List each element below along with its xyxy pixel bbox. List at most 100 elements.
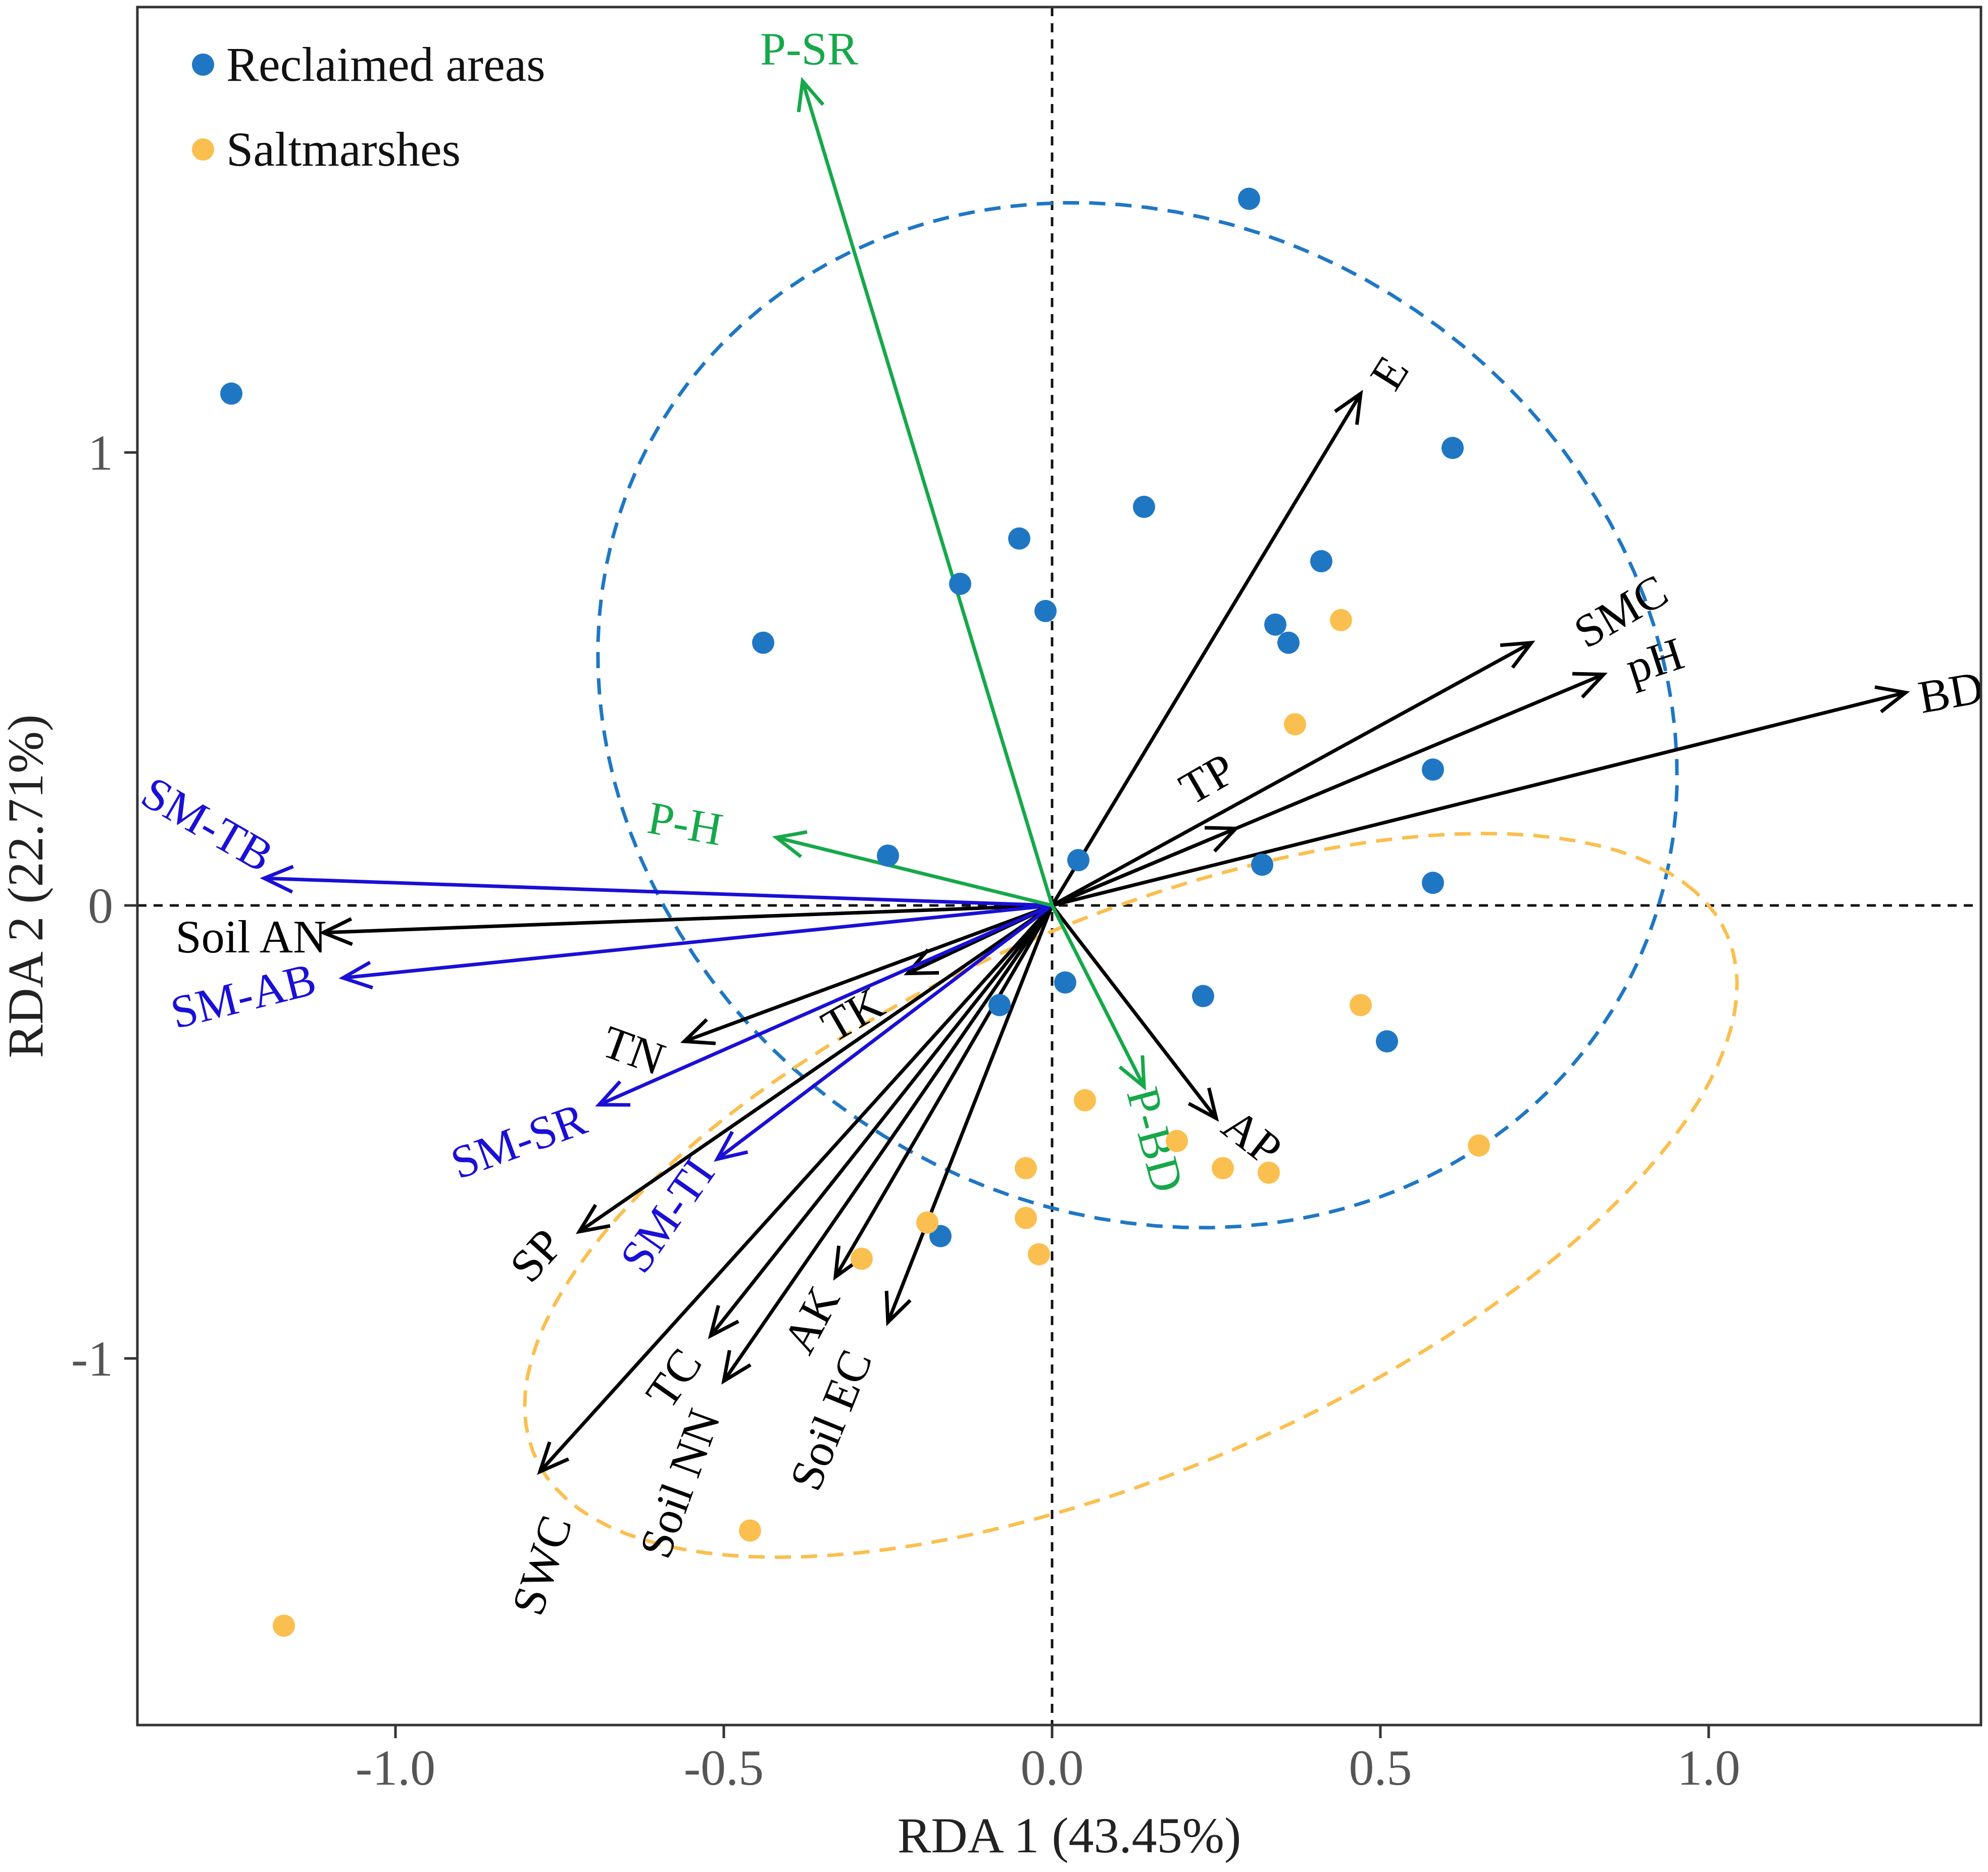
- sample-point: [1074, 1089, 1096, 1111]
- arrow-label-soil-nn: Soil NN: [629, 1402, 730, 1564]
- x-tick-label: 1.0: [1677, 1740, 1741, 1796]
- arrow-head: [1572, 672, 1608, 699]
- arrow-shaft: [683, 903, 1053, 1043]
- arrow-shaft: [886, 904, 1054, 1323]
- arrow-head: [1500, 640, 1535, 669]
- arrow-bd: BD: [1052, 661, 1987, 907]
- arrow-head: [1874, 685, 1910, 714]
- arrow-shaft: [598, 903, 1053, 1106]
- sample-point: [1264, 613, 1286, 636]
- y-tick-label: -1: [71, 1331, 113, 1387]
- arrow-head: [338, 960, 373, 990]
- x-axis-title: RDA 1 (43.45%): [898, 1807, 1241, 1863]
- arrow-shaft: [801, 80, 1054, 906]
- sample-point: [988, 994, 1011, 1017]
- sample-point: [1054, 971, 1076, 994]
- sample-point: [1133, 495, 1155, 518]
- arrow-smc: SMC: [1051, 565, 1676, 907]
- arrow-label-e: E: [1360, 347, 1418, 398]
- arrow-shaft: [1050, 904, 1146, 1088]
- arrow-shaft: [716, 904, 1054, 1161]
- arrow-label-sm-ti: SM-TI: [610, 1148, 724, 1282]
- sample-point: [1422, 758, 1444, 781]
- axes: RDA 1 (43.45%) RDA 2 (22.71%) -1.0 -0.5 0.…: [0, 425, 1741, 1863]
- arrow-label-soil-ec: Soil EC: [779, 1343, 882, 1497]
- arrow-head: [680, 1018, 716, 1045]
- arrow-shaft: [264, 876, 1053, 907]
- sample-point: [1310, 550, 1332, 573]
- arrow-head: [708, 1305, 739, 1339]
- arrow-head: [595, 1080, 631, 1107]
- arrow-sp: SP: [500, 904, 1053, 1292]
- sample-point: [220, 382, 242, 405]
- arrow-shaft: [1052, 691, 1906, 907]
- arrow-p-h: P-H: [644, 792, 1053, 907]
- arrow-sm-tb: SM-TB: [133, 766, 1053, 907]
- arrow-shaft: [776, 836, 1053, 907]
- arrow-shaft: [1051, 827, 1237, 907]
- legend-marker-saltmarshes: [192, 138, 214, 161]
- sample-point: [1192, 985, 1214, 1007]
- arrow-label-bd: BD: [1914, 661, 1987, 723]
- sample-point: [916, 1211, 938, 1234]
- arrow-head: [537, 1441, 570, 1475]
- legend: Reclaimed areas Saltmarshes: [192, 37, 545, 176]
- sample-point: [949, 573, 971, 595]
- legend-label-reclaimed: Reclaimed areas: [226, 37, 545, 91]
- arrow-shaft: [709, 904, 1054, 1337]
- arrow-head: [772, 830, 808, 858]
- arrow-label-tp: TP: [1171, 743, 1244, 815]
- sample-point: [1350, 994, 1372, 1017]
- sample-point: [739, 1519, 761, 1542]
- sample-point: [1034, 599, 1057, 622]
- arrow-shaft: [538, 904, 1054, 1473]
- arrow-head: [884, 1291, 912, 1327]
- arrow-p-bd: P-BD: [1050, 904, 1194, 1197]
- arrow-head: [721, 1350, 752, 1385]
- arrow-shaft: [323, 903, 1053, 935]
- y-axis-title: RDA 2 (22.71%): [0, 715, 54, 1058]
- sample-point: [1258, 1161, 1280, 1184]
- arrow-label-tn: TN: [595, 1016, 671, 1085]
- sample-point: [1008, 527, 1030, 550]
- series-saltmarshes: [273, 609, 1490, 1637]
- arrow-label-sm-ab: SM-AB: [166, 953, 321, 1038]
- arrow-shaft: [1051, 392, 1362, 906]
- arrow-head: [1118, 1055, 1146, 1091]
- sample-point: [1422, 872, 1444, 894]
- arrow-soil-an: Soil AN: [175, 903, 1053, 963]
- sample-point: [1028, 1243, 1050, 1266]
- sample-point: [1376, 1030, 1398, 1053]
- arrow-p-sr: P-SR: [760, 23, 1054, 906]
- arrow-shaft: [342, 903, 1053, 980]
- arrow-shaft: [578, 904, 1053, 1233]
- sample-point: [877, 844, 899, 867]
- sample-point: [1238, 187, 1260, 210]
- arrow-head: [260, 865, 294, 894]
- legend-label-saltmarshes: Saltmarshes: [226, 122, 461, 176]
- arrow-label-sm-sr: SM-SR: [444, 1093, 593, 1189]
- y-tick-label: 0: [88, 878, 113, 934]
- sample-point: [1015, 1206, 1037, 1229]
- arrow-head: [1187, 1087, 1219, 1122]
- arrow-head: [575, 1204, 611, 1234]
- sample-point: [851, 1247, 873, 1270]
- arrow-swc: SWC: [502, 904, 1054, 1621]
- arrow-label-sm-tb: SM-TB: [133, 766, 282, 882]
- arrow-label-ph: pH: [1620, 627, 1689, 694]
- arrow-head: [714, 1131, 749, 1162]
- x-tick-label: -1.0: [356, 1740, 435, 1796]
- arrow-shaft: [833, 904, 1054, 1278]
- sample-point: [1067, 849, 1089, 872]
- sample-point: [1015, 1157, 1037, 1180]
- legend-marker-reclaimed: [192, 54, 214, 76]
- arrow-e: E: [1051, 347, 1419, 906]
- arrow-head: [904, 948, 939, 976]
- sample-point: [1330, 609, 1352, 631]
- sample-point: [1251, 853, 1273, 876]
- arrow-head: [319, 917, 353, 946]
- arrow-head: [1334, 390, 1363, 425]
